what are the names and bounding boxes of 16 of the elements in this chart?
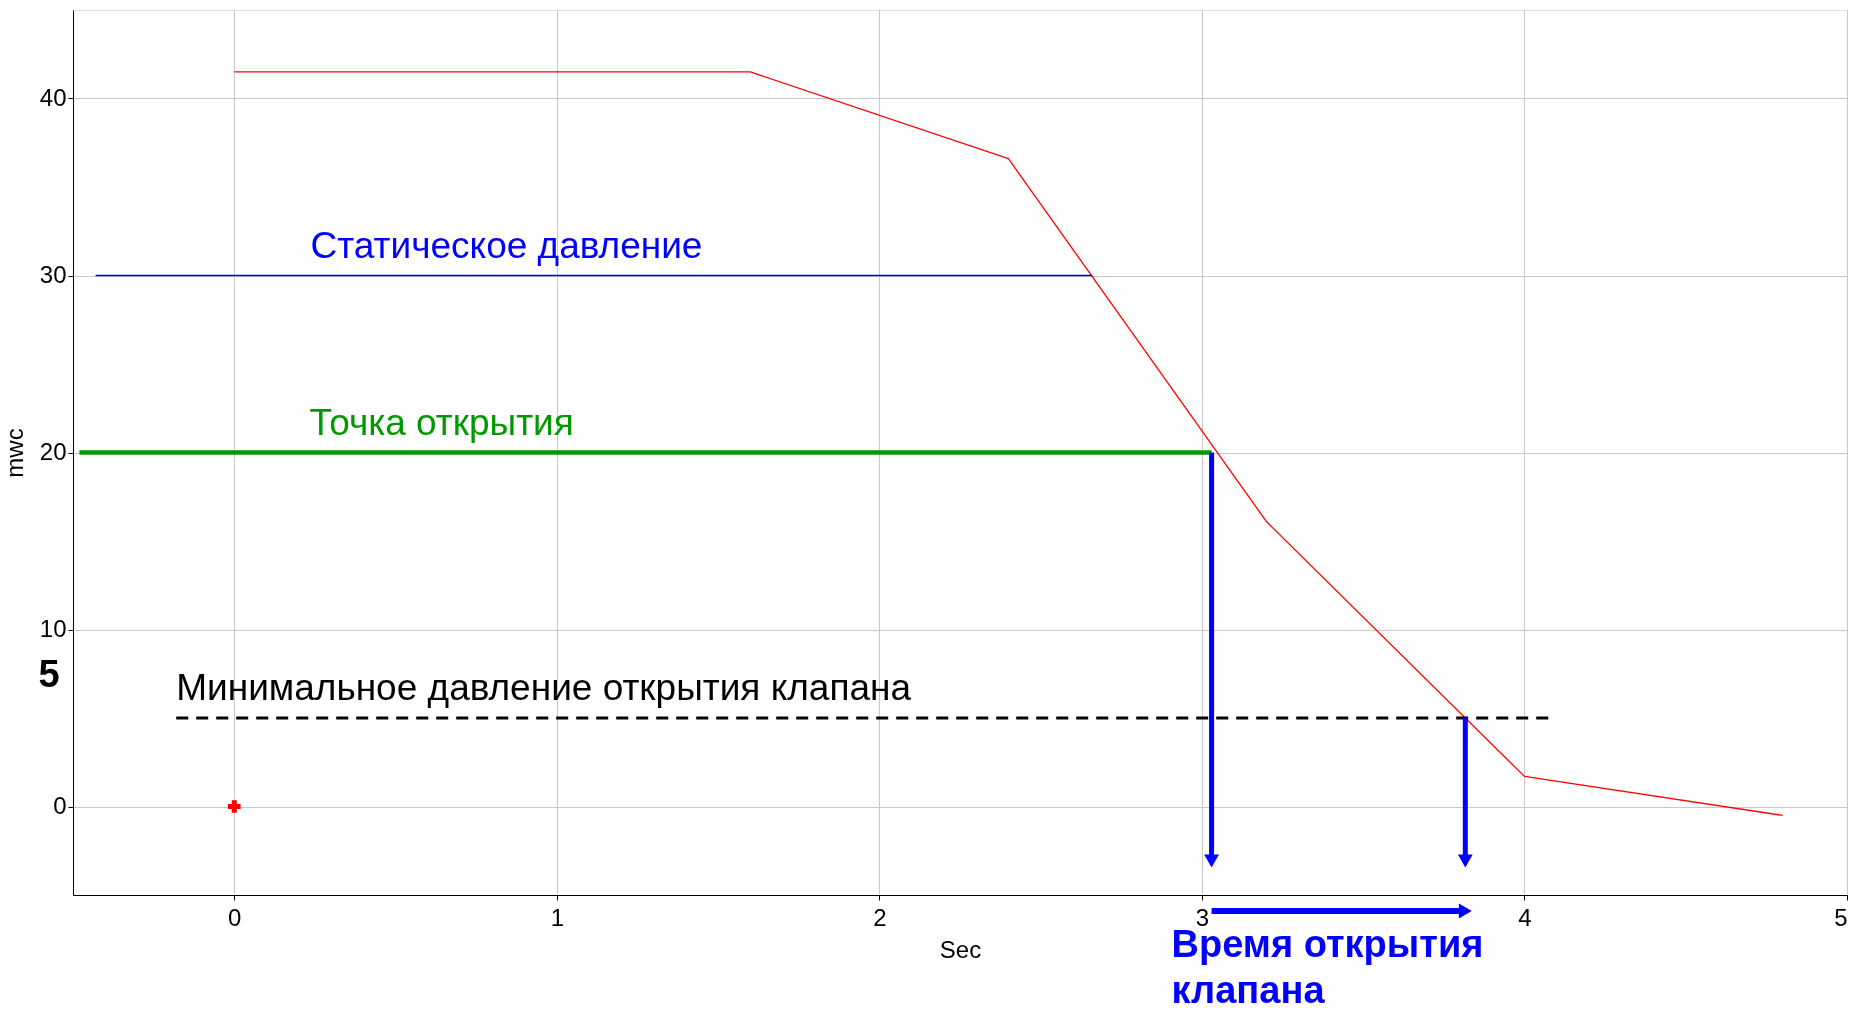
y-tick-label: 0: [53, 792, 67, 819]
y-tick-label: 30: [39, 261, 67, 288]
x-tick-label: 4: [1518, 903, 1532, 931]
y-tick-label: 40: [39, 84, 67, 111]
x-axis-title: Sec: [939, 935, 982, 963]
text: 5: [38, 653, 60, 695]
series-label: Статическое давление: [310, 224, 703, 266]
y-tick-label: 20: [39, 438, 67, 465]
y-axis-title: mwc: [0, 428, 28, 478]
series-label: Минимальное давление открытия клапана: [176, 667, 912, 708]
x-tick-label: 5: [1834, 903, 1848, 931]
x-tick-label: 2: [873, 903, 887, 931]
series-label: Точка открытия: [309, 401, 574, 443]
y-tick-label: 10: [39, 615, 67, 642]
x-tick-label: 0: [228, 903, 242, 931]
x-tick-label: 1: [550, 903, 564, 931]
